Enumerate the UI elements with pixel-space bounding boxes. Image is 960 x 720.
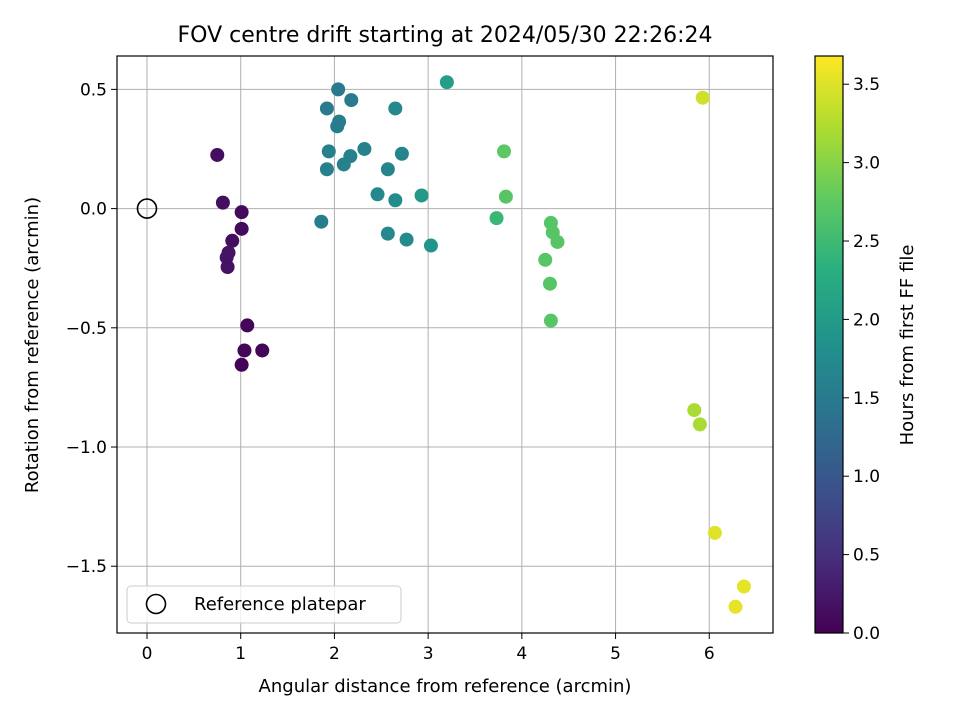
y-tick-label: −1.0 xyxy=(66,438,107,458)
x-tick-label: 2 xyxy=(329,644,340,664)
data-point xyxy=(314,214,329,229)
data-point xyxy=(220,260,235,275)
data-point xyxy=(414,188,429,203)
data-point xyxy=(344,93,359,108)
y-axis-ticks: 0.5 0.0 −0.5 −1.0 −1.5 xyxy=(66,80,117,577)
data-point xyxy=(388,101,403,116)
data-point xyxy=(380,162,395,177)
x-axis-label: Angular distance from reference (arcmin) xyxy=(259,676,632,697)
data-point xyxy=(380,226,395,241)
data-point xyxy=(225,233,240,248)
data-point xyxy=(330,119,345,134)
legend: Reference platepar xyxy=(126,585,402,624)
data-point xyxy=(357,141,372,156)
data-point xyxy=(319,162,334,177)
data-point xyxy=(215,195,230,210)
data-point xyxy=(331,82,346,97)
data-point xyxy=(423,238,438,253)
y-axis-label: Rotation from reference (arcmin) xyxy=(22,197,43,493)
colorbar-tick-label: 1.5 xyxy=(853,389,880,409)
data-point xyxy=(498,189,513,204)
x-tick-label: 5 xyxy=(610,644,621,664)
data-point xyxy=(687,403,702,418)
data-point xyxy=(736,579,751,594)
x-axis-ticks: 0 1 2 3 4 5 6 xyxy=(142,633,715,664)
colorbar-tick-label: 2.5 xyxy=(853,232,880,252)
data-point xyxy=(370,187,385,202)
data-point xyxy=(550,234,565,249)
x-tick-label: 4 xyxy=(516,644,527,664)
data-point xyxy=(319,101,334,116)
data-point xyxy=(692,417,707,432)
colorbar-tick-label: 3.5 xyxy=(853,75,880,95)
x-tick-label: 1 xyxy=(235,644,246,664)
data-point xyxy=(728,599,743,614)
colorbar-tick-label: 0.5 xyxy=(853,546,880,566)
data-point xyxy=(237,343,252,358)
data-point xyxy=(497,144,512,159)
data-point xyxy=(538,252,553,267)
colorbar-frame xyxy=(814,55,844,634)
data-point xyxy=(321,144,336,159)
colorbar-label: Hours from first FF file xyxy=(897,245,918,446)
legend-box xyxy=(126,585,402,624)
data-point xyxy=(399,232,414,247)
colorbar: 0.0 0.5 1.0 1.5 2.0 2.5 3.0 3.5 Hours from firs… xyxy=(814,55,918,644)
data-point xyxy=(210,147,225,162)
plot-frame xyxy=(116,55,774,634)
y-tick-label: −1.5 xyxy=(66,557,107,577)
data-point xyxy=(439,75,454,90)
data-point xyxy=(542,276,557,291)
chart-title: FOV centre drift starting at 2024/05/30 … xyxy=(178,23,713,48)
data-point xyxy=(234,221,249,236)
data-point xyxy=(234,205,249,220)
data-point xyxy=(695,90,710,105)
data-point xyxy=(394,146,409,161)
colorbar-tick-label: 3.0 xyxy=(853,154,880,174)
plot-area xyxy=(117,56,773,633)
data-point xyxy=(388,193,403,208)
data-point xyxy=(255,343,270,358)
data-point xyxy=(707,525,722,540)
legend-marker xyxy=(145,593,167,615)
x-tick-label: 0 xyxy=(142,644,153,664)
colorbar-tick-label: 2.0 xyxy=(853,310,880,330)
data-point xyxy=(489,211,504,226)
colorbar-tick-label: 0.0 xyxy=(853,624,880,644)
x-tick-label: 3 xyxy=(423,644,434,664)
y-tick-label: 0.5 xyxy=(80,80,107,100)
legend-label: Reference platepar xyxy=(194,594,366,615)
data-point xyxy=(336,157,351,172)
colorbar-ticks: 0.0 0.5 1.0 1.5 2.0 2.5 3.0 3.5 xyxy=(843,75,880,644)
reference-marker xyxy=(136,198,158,219)
data-point xyxy=(240,318,255,333)
colorbar-gradient xyxy=(815,56,843,633)
data-point xyxy=(234,357,249,372)
colorbar-tick-label: 1.0 xyxy=(853,467,880,487)
data-point xyxy=(543,313,558,328)
x-tick-label: 6 xyxy=(704,644,715,664)
data-points xyxy=(210,75,751,614)
y-tick-label: 0.0 xyxy=(80,200,107,220)
y-tick-label: −0.5 xyxy=(66,319,107,339)
